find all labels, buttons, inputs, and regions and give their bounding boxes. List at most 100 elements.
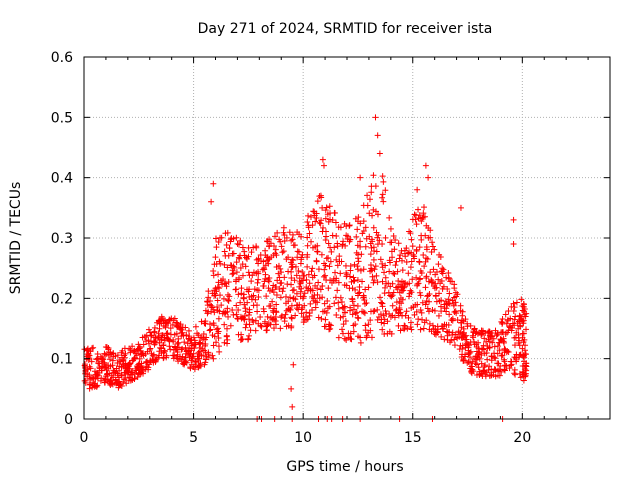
data-point bbox=[131, 376, 138, 383]
data-point bbox=[190, 334, 197, 341]
data-point bbox=[523, 360, 530, 367]
data-point bbox=[235, 276, 242, 283]
data-point bbox=[482, 371, 489, 378]
data-point bbox=[387, 314, 394, 321]
data-point bbox=[274, 229, 281, 236]
data-point bbox=[309, 287, 316, 294]
data-point bbox=[380, 198, 387, 205]
data-point bbox=[213, 339, 220, 346]
data-point bbox=[253, 256, 260, 263]
data-point bbox=[335, 305, 342, 312]
data-point bbox=[173, 319, 180, 326]
data-point bbox=[388, 248, 395, 255]
data-point bbox=[290, 295, 297, 302]
data-point bbox=[358, 251, 365, 258]
data-point bbox=[341, 335, 348, 342]
data-point bbox=[347, 267, 354, 274]
data-point bbox=[147, 329, 154, 336]
data-point bbox=[292, 312, 299, 319]
data-point bbox=[371, 266, 378, 273]
data-point bbox=[233, 311, 240, 318]
data-point bbox=[285, 305, 292, 312]
data-point bbox=[341, 309, 348, 316]
data-point bbox=[212, 254, 219, 261]
data-point bbox=[312, 304, 319, 311]
data-point bbox=[316, 295, 323, 302]
data-point bbox=[239, 336, 246, 343]
data-point bbox=[147, 332, 154, 339]
data-point bbox=[325, 285, 332, 292]
data-point bbox=[418, 309, 425, 316]
data-point bbox=[465, 341, 472, 348]
data-point bbox=[454, 291, 461, 298]
data-point bbox=[186, 333, 193, 340]
data-point bbox=[208, 308, 215, 315]
data-point bbox=[117, 358, 124, 365]
data-point bbox=[314, 242, 321, 249]
data-point bbox=[325, 240, 332, 247]
data-point bbox=[449, 317, 456, 324]
data-point bbox=[379, 326, 386, 333]
data-point bbox=[357, 220, 364, 227]
data-point bbox=[379, 300, 386, 307]
data-point bbox=[347, 307, 354, 314]
data-point bbox=[501, 345, 508, 352]
data-point bbox=[327, 325, 334, 332]
data-point bbox=[318, 251, 325, 258]
data-point bbox=[223, 242, 230, 249]
data-point bbox=[334, 240, 341, 247]
data-point bbox=[508, 327, 515, 334]
data-point bbox=[448, 337, 455, 344]
data-point bbox=[283, 256, 290, 263]
data-point bbox=[342, 242, 349, 249]
data-point bbox=[157, 344, 164, 351]
data-point bbox=[492, 373, 499, 380]
data-point bbox=[311, 208, 318, 215]
data-point bbox=[327, 216, 334, 223]
data-point bbox=[224, 229, 231, 236]
data-point bbox=[390, 270, 397, 277]
data-point bbox=[321, 300, 328, 307]
data-point bbox=[394, 268, 401, 275]
data-point bbox=[416, 289, 423, 296]
data-point bbox=[409, 243, 416, 250]
data-point bbox=[368, 189, 375, 196]
data-point bbox=[498, 318, 505, 325]
data-point bbox=[192, 323, 199, 330]
data-point bbox=[517, 374, 524, 381]
data-point bbox=[121, 376, 128, 383]
data-point bbox=[118, 371, 125, 378]
data-point bbox=[519, 307, 526, 314]
data-point bbox=[359, 230, 366, 237]
data-point bbox=[394, 286, 401, 293]
data-point bbox=[335, 224, 342, 231]
data-point bbox=[160, 355, 167, 362]
data-point bbox=[214, 297, 221, 304]
data-point bbox=[451, 342, 458, 349]
data-point bbox=[229, 307, 236, 314]
data-point bbox=[494, 343, 501, 350]
data-point bbox=[375, 232, 382, 239]
data-point bbox=[368, 236, 375, 243]
data-point bbox=[293, 272, 300, 279]
data-point bbox=[517, 313, 524, 320]
data-point bbox=[459, 312, 466, 319]
data-point bbox=[278, 314, 285, 321]
data-point bbox=[119, 354, 126, 361]
data-point bbox=[374, 279, 381, 286]
data-point bbox=[297, 260, 304, 267]
data-point bbox=[212, 235, 219, 242]
data-point bbox=[277, 265, 284, 272]
data-point bbox=[210, 272, 217, 279]
data-point bbox=[393, 299, 400, 306]
data-point bbox=[221, 321, 228, 328]
data-point bbox=[86, 372, 93, 379]
data-point bbox=[509, 320, 516, 327]
data-point bbox=[233, 302, 240, 309]
y-axis-label: SRMTID / TECUs bbox=[8, 182, 24, 295]
data-point bbox=[279, 249, 286, 256]
data-point bbox=[125, 377, 132, 384]
data-point bbox=[423, 255, 430, 262]
data-point bbox=[511, 370, 518, 377]
data-point bbox=[437, 254, 444, 261]
